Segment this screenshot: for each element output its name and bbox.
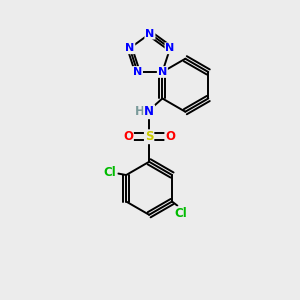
Text: Cl: Cl: [103, 166, 116, 179]
Text: S: S: [145, 130, 153, 143]
Text: H: H: [135, 105, 145, 118]
Text: O: O: [165, 130, 175, 143]
Text: Cl: Cl: [174, 207, 187, 220]
Text: N: N: [166, 43, 175, 53]
Text: O: O: [123, 130, 133, 143]
Text: N: N: [144, 105, 154, 118]
Text: N: N: [125, 43, 134, 53]
Text: N: N: [158, 67, 167, 77]
Text: N: N: [145, 28, 154, 39]
Text: N: N: [133, 67, 142, 77]
